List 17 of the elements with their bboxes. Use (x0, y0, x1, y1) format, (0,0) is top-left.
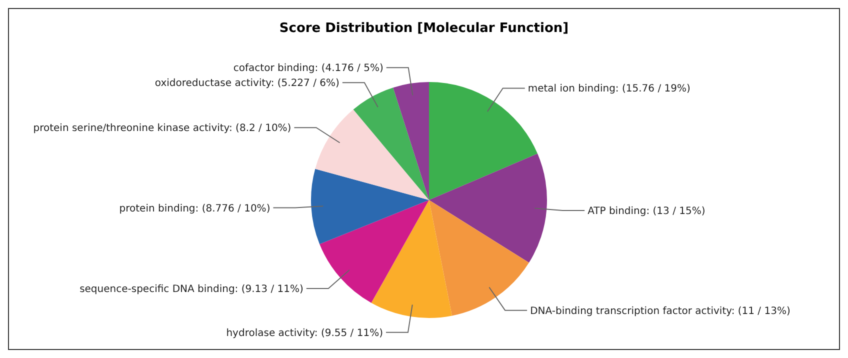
pie-slice (320, 200, 429, 303)
pie-slice (371, 200, 452, 318)
pie-slice (311, 168, 429, 244)
slice-label: hydrolase activity: (9.55 / 11%) (226, 328, 384, 339)
pie-slice (393, 82, 429, 200)
pie-slice (429, 200, 529, 316)
pie-slice (315, 109, 429, 200)
slice-label: cofactor binding: (4.176 / 5%) (233, 63, 384, 74)
slice-label: DNA-binding transcription factor activity: (11 / 13%) (530, 306, 790, 317)
slice-label: ATP binding: (13 / 15%) (588, 206, 706, 217)
slice-label: sequence-specific DNA binding: (9.13 / 11%) (80, 284, 304, 296)
slice-label: protein serine/threonine kinase activity: (8.2 / 10%) (33, 123, 292, 134)
pie-slice (429, 154, 547, 263)
slice-label: metal ion binding: (15.76 / 19%) (528, 84, 690, 95)
slice-label: protein binding: (8.776 / 10%) (119, 203, 270, 214)
slice-label: oxidoreductase activity: (5.227 / 6%) (154, 78, 340, 90)
chart-title: Score Distribution [Molecular Function] (278, 20, 570, 38)
